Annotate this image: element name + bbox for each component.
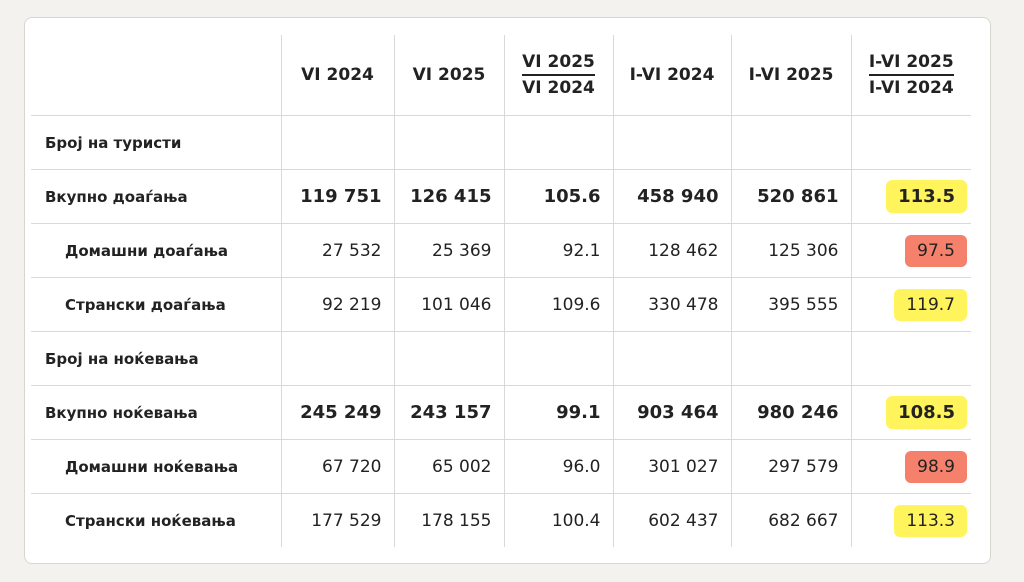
value-cell: 119 751: [280, 169, 394, 224]
value-cell: 65 002: [393, 439, 504, 494]
row-label: Странски ноќевања: [65, 511, 236, 530]
header-row: VI 2024 VI 2025 VI 2025 VI 2024 I-VI 2024 I-V…: [31, 35, 971, 116]
denominator: I-VI 2024: [868, 78, 954, 98]
value-cell: 243 157: [393, 385, 504, 440]
value-cell: 395 555: [730, 277, 851, 332]
empty-cell: [850, 331, 971, 386]
row-label: Домашни ноќевања: [31, 439, 281, 494]
section-row: Број на ноќевања: [31, 331, 971, 386]
value-cell: 96.0: [503, 439, 613, 494]
highlighted-value: 98.9: [905, 450, 967, 483]
column-header: VI 2025 VI 2024: [503, 35, 613, 116]
fraction: VI 2025 VI 2024: [522, 50, 595, 100]
value-cell: 108.5: [850, 385, 971, 440]
empty-cell: [730, 331, 851, 386]
data-row: Вкупно ноќевања 245 249 243 157 99.1 903 464…: [31, 385, 971, 440]
value-cell: 119.7: [850, 277, 971, 332]
data-row: Домашни доаѓања 27 532 25 369 92.1 128 462 12…: [31, 223, 971, 278]
value-cell: 27 532: [280, 223, 394, 278]
value-cell: 458 940: [612, 169, 731, 224]
value-cell: 602 437: [612, 493, 731, 547]
value-cell: 297 579: [730, 439, 851, 494]
empty-cell: [730, 115, 851, 170]
highlighted-value: 113.3: [894, 504, 967, 537]
column-header: I-VI 2025 I-VI 2024: [850, 35, 971, 116]
empty-cell: [850, 115, 971, 170]
numerator: VI 2025: [522, 50, 595, 76]
data-row: Странски ноќевања 177 529 178 155 100.4 602 …: [31, 493, 971, 547]
value-cell: 99.1: [503, 385, 613, 440]
value-cell: 682 667: [730, 493, 851, 547]
value-cell: 178 155: [393, 493, 504, 547]
row-label: Вкупно доаѓања: [31, 169, 281, 224]
row-label: Домашни доаѓања: [31, 223, 281, 278]
empty-cell: [280, 115, 394, 170]
value-cell: 903 464: [612, 385, 731, 440]
value-cell: 301 027: [612, 439, 731, 494]
value-cell: 97.5: [850, 223, 971, 278]
data-row: Домашни ноќевања 67 720 65 002 96.0 301 027 2…: [31, 439, 971, 494]
highlighted-value: 119.7: [894, 288, 967, 321]
value-cell: 92 219: [280, 277, 394, 332]
empty-cell: [280, 331, 394, 386]
value-cell: 177 529: [280, 493, 394, 547]
value-cell: 113.3: [850, 493, 971, 547]
value-cell: 100.4: [503, 493, 613, 547]
value-cell: 113.5: [850, 169, 971, 224]
denominator: VI 2024: [522, 78, 595, 98]
table-body: Број на туристи Вкупно доаѓања 119 751 126 …: [31, 115, 971, 547]
value-cell: 128 462: [612, 223, 731, 278]
value-cell: 67 720: [280, 439, 394, 494]
value-cell: 125 306: [730, 223, 851, 278]
value-cell: 105.6: [503, 169, 613, 224]
data-row: Вкупно доаѓања 119 751 126 415 105.6 458 940…: [31, 169, 971, 224]
column-header: VI 2025: [393, 35, 504, 116]
value-cell: 330 478: [612, 277, 731, 332]
card: VI 2024 VI 2025 VI 2025 VI 2024 I-VI 2024 I-V…: [24, 17, 991, 564]
corner-cell: [31, 35, 281, 116]
data-row: Странски доаѓања 92 219 101 046 109.6 330 47…: [31, 277, 971, 332]
empty-cell: [612, 331, 731, 386]
section-row: Број на туристи: [31, 115, 971, 170]
stats-table: VI 2024 VI 2025 VI 2025 VI 2024 I-VI 2024 I-V…: [31, 35, 971, 547]
highlighted-value: 113.5: [886, 180, 967, 213]
row-label: Странски доаѓања: [31, 277, 281, 332]
section-title: Број на туристи: [31, 115, 281, 170]
fraction: I-VI 2025 I-VI 2024: [868, 50, 954, 100]
empty-cell: [503, 331, 613, 386]
value-cell: 25 369: [393, 223, 504, 278]
value-cell: 980 246: [730, 385, 851, 440]
value-cell: 126 415: [393, 169, 504, 224]
empty-cell: [393, 115, 504, 170]
value-cell: 98.9: [850, 439, 971, 494]
value-cell: 109.6: [503, 277, 613, 332]
value-cell: 92.1: [503, 223, 613, 278]
row-label: Вкупно ноќевања: [31, 385, 281, 440]
highlighted-value: 108.5: [886, 396, 967, 429]
column-header: VI 2024: [280, 35, 394, 116]
highlighted-value: 97.5: [905, 234, 967, 267]
numerator: I-VI 2025: [868, 50, 954, 76]
empty-cell: [503, 115, 613, 170]
empty-cell: [393, 331, 504, 386]
empty-cell: [612, 115, 731, 170]
value-cell: 245 249: [280, 385, 394, 440]
value-cell: 101 046: [393, 277, 504, 332]
column-header: I-VI 2024: [612, 35, 731, 116]
section-title: Број на ноќевања: [31, 331, 281, 386]
column-header: I-VI 2025: [730, 35, 851, 116]
value-cell: 520 861: [730, 169, 851, 224]
